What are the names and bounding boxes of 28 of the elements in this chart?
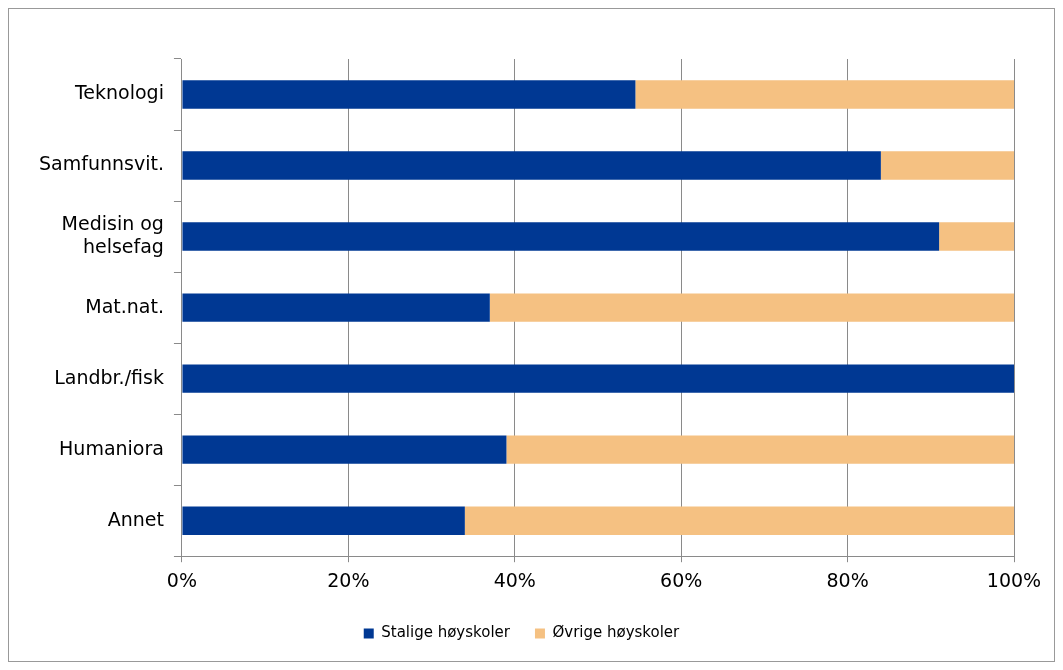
bar bbox=[635, 80, 1014, 109]
legend-label: Øvrige høyskoler bbox=[552, 623, 681, 642]
bar bbox=[182, 222, 940, 251]
bar bbox=[939, 222, 1014, 251]
x-tick-label: 40% bbox=[493, 568, 536, 591]
x-tick-label: 0% bbox=[166, 568, 198, 591]
bar bbox=[182, 80, 636, 109]
x-tick-label: 20% bbox=[327, 568, 370, 591]
bar bbox=[182, 151, 881, 180]
legend-label: Stalige høyskoler bbox=[381, 623, 511, 642]
y-tick-label: Samfunnsvit. bbox=[38, 152, 164, 175]
bar bbox=[880, 151, 1014, 180]
bar bbox=[182, 364, 1014, 393]
x-tick-label: 80% bbox=[826, 568, 869, 591]
y-tick-label: Teknologi bbox=[73, 81, 164, 104]
x-tick-label: 100% bbox=[986, 568, 1042, 591]
bar bbox=[182, 506, 465, 535]
bar bbox=[506, 435, 1014, 464]
y-tick-label: Medisin og helsefag bbox=[61, 212, 164, 257]
y-tick-label: Landbr./fisk bbox=[54, 365, 164, 388]
bar bbox=[464, 506, 1014, 535]
bar bbox=[182, 435, 507, 464]
y-tick-label: Mat.nat. bbox=[85, 294, 164, 317]
bar bbox=[489, 293, 1014, 322]
bar bbox=[182, 293, 490, 322]
y-tick-label: Annet bbox=[107, 507, 164, 530]
x-tick-label: 60% bbox=[660, 568, 703, 591]
y-tick-label: Humaniora bbox=[59, 436, 164, 459]
